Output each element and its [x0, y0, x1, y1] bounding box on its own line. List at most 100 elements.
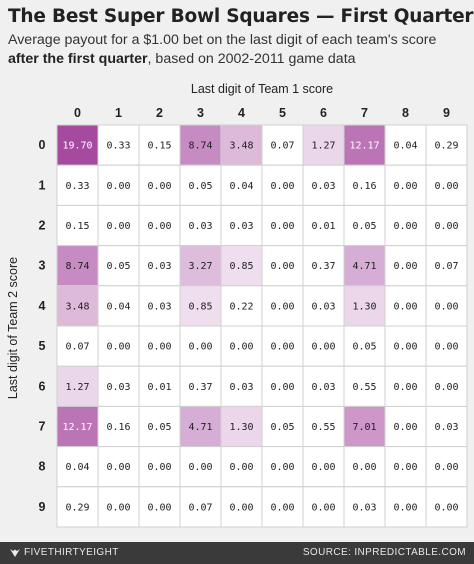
- heatmap-cell-2-0: [56, 204, 99, 247]
- y-tick-label-6: 6: [39, 379, 46, 393]
- cell-value-3-2: 0.03: [147, 261, 171, 272]
- x-tick-label-5: 5: [279, 106, 286, 120]
- cell-value-1-3: 0.05: [188, 181, 212, 192]
- cell-value-4-1: 0.04: [106, 301, 130, 312]
- heatmap-cell-2-7: [343, 204, 386, 247]
- heatmap-chart: 0 1 2 3 4 5 6 7 8 9 0 1 2 3 4 5 6 7 8 9 19.70 0.33 0.15 8.74 3.4…: [39, 106, 468, 528]
- heatmap-cell-3-8: [384, 245, 427, 287]
- heatmap-cell-9-0: [56, 486, 99, 528]
- x-tick-label-1: 1: [115, 106, 122, 120]
- cell-value-3-4: 0.85: [229, 261, 253, 272]
- cell-value-3-7: 4.71: [352, 261, 376, 272]
- cell-value-6-0: 1.27: [65, 382, 89, 393]
- heatmap-cell-6-0: [56, 365, 99, 407]
- cell-value-7-4: 1.30: [229, 422, 253, 433]
- cell-value-7-6: 0.55: [311, 422, 335, 433]
- heatmap-cell-2-5: [261, 204, 304, 247]
- heatmap-cell-8-2: [138, 446, 181, 488]
- cell-value-4-0: 3.48: [65, 301, 89, 312]
- chart-title: The Best Super Bowl Squares — First Quar…: [8, 6, 474, 27]
- heatmap-cell-9-5: [261, 486, 304, 528]
- heatmap-cell-6-6: [302, 365, 345, 407]
- cell-value-8-0: 0.04: [65, 462, 89, 473]
- x-tick-label-7: 7: [361, 106, 368, 120]
- footer-bar: FIVETHIRTYEIGHT SOURCE: INPREDICTABLE.CO…: [0, 542, 474, 564]
- cell-value-1-6: 0.03: [311, 181, 335, 192]
- cell-value-7-2: 0.05: [147, 422, 171, 433]
- x-tick-label-9: 9: [443, 106, 450, 120]
- heatmap-cell-4-6: [302, 285, 345, 327]
- cell-value-8-3: 0.00: [188, 462, 212, 473]
- cell-value-0-6: 1.27: [311, 141, 335, 152]
- cell-value-0-8: 0.04: [393, 141, 417, 152]
- heatmap-cell-7-3: [179, 405, 222, 448]
- cell-value-2-0: 0.15: [65, 221, 89, 232]
- heatmap-cell-2-3: [179, 204, 222, 247]
- cell-value-5-3: 0.00: [188, 342, 212, 353]
- cell-value-8-6: 0.00: [311, 462, 335, 473]
- cell-value-3-0: 8.74: [65, 261, 89, 272]
- y-tick-label-5: 5: [39, 339, 46, 353]
- cell-value-9-5: 0.00: [270, 502, 294, 513]
- cell-value-8-4: 0.00: [229, 462, 253, 473]
- heatmap-cell-5-5: [261, 325, 304, 367]
- cell-value-4-3: 0.85: [188, 301, 212, 312]
- heatmap-cell-1-7: [343, 164, 386, 206]
- x-tick-label-0: 0: [74, 106, 81, 120]
- cell-value-4-8: 0.00: [393, 301, 417, 312]
- cell-value-1-8: 0.00: [393, 181, 417, 192]
- cell-value-5-9: 0.00: [434, 342, 458, 353]
- heatmap-cell-8-1: [97, 446, 140, 488]
- cell-value-5-8: 0.00: [393, 342, 417, 353]
- cell-value-1-2: 0.00: [147, 181, 171, 192]
- heatmap-cell-5-2: [138, 325, 181, 367]
- cell-value-8-2: 0.00: [147, 462, 171, 473]
- x-tick-label-8: 8: [402, 106, 409, 120]
- heatmap-cell-4-5: [261, 285, 304, 327]
- heatmap-cell-7-7: [343, 405, 386, 448]
- cell-value-7-0: 12.17: [62, 422, 92, 433]
- cell-value-4-9: 0.00: [434, 301, 458, 312]
- fox-logo-icon: [10, 548, 20, 557]
- cell-value-3-8: 0.00: [393, 261, 417, 272]
- cell-value-0-4: 3.48: [229, 141, 253, 152]
- heatmap-cell-9-3: [179, 486, 222, 528]
- cell-value-1-4: 0.04: [229, 181, 253, 192]
- heatmap-cell-9-1: [97, 486, 140, 528]
- source-credit: SOURCE: INPREDICTABLE.COM: [302, 547, 466, 558]
- cell-value-3-1: 0.05: [106, 261, 130, 272]
- cell-value-6-3: 0.37: [188, 382, 212, 393]
- heatmap-cell-0-8: [384, 124, 427, 166]
- cell-value-2-5: 0.00: [270, 221, 294, 232]
- heatmap-cell-4-9: [425, 285, 468, 327]
- cell-value-5-7: 0.05: [352, 342, 376, 353]
- subtitle-text-end: , based on 2002-2011 game data: [147, 51, 356, 67]
- y-tick-label-8: 8: [39, 460, 46, 474]
- cell-value-2-4: 0.03: [229, 221, 253, 232]
- cell-value-8-8: 0.00: [393, 462, 417, 473]
- heatmap-cell-5-8: [384, 325, 427, 367]
- heatmap-cell-2-2: [138, 204, 181, 247]
- cell-value-6-2: 0.01: [147, 382, 171, 393]
- cell-value-1-7: 0.16: [352, 181, 376, 192]
- heatmap-cell-2-4: [220, 204, 263, 247]
- cell-value-6-6: 0.03: [311, 382, 335, 393]
- heatmap-cell-7-4: [220, 405, 263, 448]
- y-tick-label-1: 1: [39, 178, 46, 192]
- heatmap-cell-1-6: [302, 164, 345, 206]
- cell-value-9-4: 0.00: [229, 502, 253, 513]
- x-tick-label-3: 3: [197, 106, 204, 120]
- x-tick-label-4: 4: [238, 106, 245, 120]
- subtitle-text: Average payout for a $1.00 bet on the la…: [8, 32, 437, 48]
- cell-value-5-4: 0.00: [229, 342, 253, 353]
- cell-value-9-2: 0.00: [147, 502, 171, 513]
- cell-value-9-3: 0.07: [188, 502, 212, 513]
- cell-value-2-3: 0.03: [188, 221, 212, 232]
- cell-value-1-0: 0.33: [65, 181, 89, 192]
- heatmap-cell-4-2: [138, 285, 181, 327]
- heatmap-cell-1-8: [384, 164, 427, 206]
- cell-value-2-8: 0.00: [393, 221, 417, 232]
- cell-value-7-9: 0.03: [434, 422, 458, 433]
- heatmap-cell-0-4: [220, 124, 263, 166]
- cell-value-5-6: 0.00: [311, 342, 335, 353]
